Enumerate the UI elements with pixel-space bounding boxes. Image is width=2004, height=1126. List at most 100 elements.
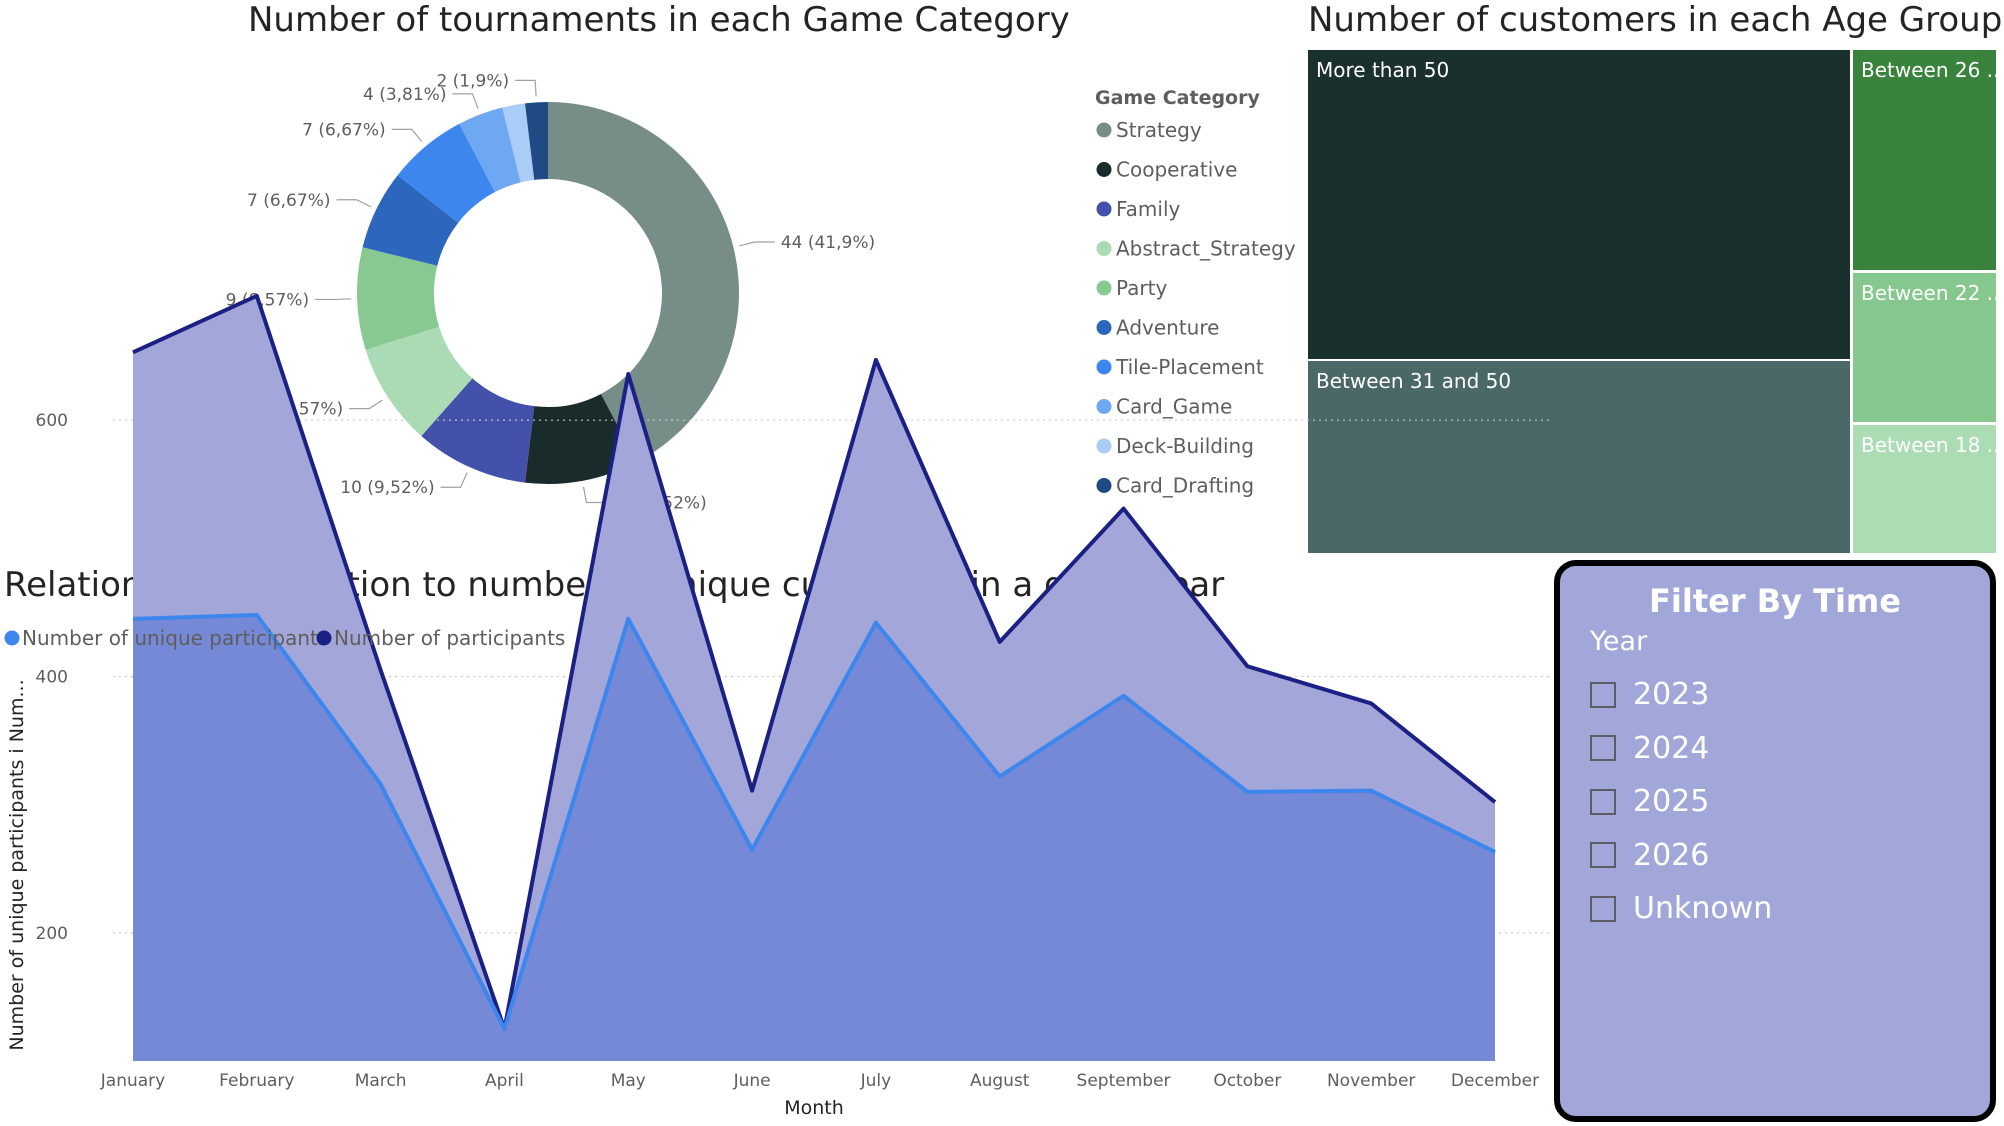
donut-data-label: 10 (9,52%) xyxy=(340,478,434,498)
x-tick-label: July xyxy=(860,1071,892,1091)
donut-slice-card_drafting[interactable] xyxy=(524,102,548,180)
slicer-item-2026[interactable]: 2026 xyxy=(1590,829,1772,883)
checkbox[interactable] xyxy=(1590,788,1616,815)
legend-item[interactable]: Number of unique participants xyxy=(22,626,328,650)
donut-slice-abstract_strategy[interactable] xyxy=(365,326,473,436)
donut-chart-title: Number of tournaments in each Game Categ… xyxy=(248,0,1070,40)
donut-slice-tile-placement[interactable] xyxy=(397,123,496,223)
x-tick-label: May xyxy=(611,1071,646,1091)
slicer-title: Filter By Time xyxy=(1649,582,1901,620)
treemap-tile-label: Between 22 ... xyxy=(1861,281,2004,305)
treemap-chart-title: Number of customers in each Age Group xyxy=(1308,0,2003,40)
x-axis-label: Month xyxy=(784,1097,844,1119)
legend-marker xyxy=(1096,438,1112,454)
donut-slice-adventure[interactable] xyxy=(362,175,459,266)
y-tick-label: 600 xyxy=(36,411,68,431)
slicer-item-label: 2025 xyxy=(1633,784,1710,820)
slicer-items: 2023 2024 2025 2026 Unknown xyxy=(1590,668,1772,936)
donut-slice-family[interactable] xyxy=(421,378,535,483)
donut-data-label: 4 (3,81%) xyxy=(363,85,447,105)
donut-slice-party[interactable] xyxy=(357,247,440,350)
legend-marker xyxy=(4,630,20,646)
checkbox[interactable] xyxy=(1590,735,1616,762)
donut-data-label: 7 (6,67%) xyxy=(247,191,331,211)
checkbox[interactable] xyxy=(1590,895,1616,922)
series-line-participants[interactable] xyxy=(132,293,1497,1031)
slicer-header: Year xyxy=(1590,626,1648,657)
legend-item-party[interactable]: Party xyxy=(1116,276,1167,300)
x-tick-label: September xyxy=(1077,1071,1171,1091)
legend-marker xyxy=(1096,280,1112,296)
legend-item-abstract_strategy[interactable]: Abstract_Strategy xyxy=(1116,237,1296,261)
slicer-item-label: 2024 xyxy=(1633,730,1710,766)
treemap-tile[interactable] xyxy=(1853,50,1996,270)
legend-title: Game Category xyxy=(1095,87,1260,109)
treemap-tile-label: More than 50 xyxy=(1316,58,1449,82)
treemap-tile[interactable] xyxy=(1308,361,1850,553)
treemap-tile-label: Between 26 ... xyxy=(1861,58,2004,82)
x-tick-label: November xyxy=(1327,1071,1415,1091)
donut-slice-strategy[interactable] xyxy=(548,102,739,463)
checkbox[interactable] xyxy=(1590,842,1616,869)
legend-marker xyxy=(1096,320,1112,335)
donut-slice-deck-building[interactable] xyxy=(502,103,535,183)
legend-marker xyxy=(1096,162,1112,177)
legend-marker xyxy=(1096,241,1112,256)
treemap-tile[interactable] xyxy=(1308,50,1850,359)
donut-chart[interactable]: 44 (41,9%)10 (9,52%)10 (9,52%)9 (8,57%)9… xyxy=(0,0,1300,560)
legend-item-tile-placement[interactable]: Tile-Placement xyxy=(1115,355,1264,379)
donut-leader-line xyxy=(582,486,607,504)
donut-data-label: 7 (6,67%) xyxy=(302,120,386,140)
x-tick-label: October xyxy=(1213,1071,1281,1091)
treemap-tile[interactable] xyxy=(1853,273,1996,422)
treemap-tile-label: Between 18 ... xyxy=(1861,433,2004,457)
legend-marker xyxy=(1096,122,1112,138)
slicer-item-2025[interactable]: 2025 xyxy=(1590,775,1772,829)
treemap-tile[interactable] xyxy=(1853,425,1996,553)
donut-leader-line xyxy=(452,93,479,110)
area-chart[interactable]: 200 400 600 January February March April May Jun… xyxy=(0,0,1560,1126)
slicer-item-label: Unknown xyxy=(1633,891,1773,927)
slicer-item-2023[interactable]: 2023 xyxy=(1590,668,1772,722)
x-tick-label: August xyxy=(970,1071,1030,1091)
slicer-item-2024[interactable]: 2024 xyxy=(1590,722,1772,776)
y-axis-label: Number of unique participants i Num... xyxy=(6,679,28,1050)
legend-item-adventure[interactable]: Adventure xyxy=(1116,316,1219,340)
legend-item-strategy[interactable]: Strategy xyxy=(1116,118,1202,142)
donut-leader-line xyxy=(349,399,383,410)
treemap-tile-label: Between 31 and 50 xyxy=(1316,369,1511,393)
x-tick-label: March xyxy=(355,1071,407,1091)
donut-leader-line xyxy=(515,79,537,97)
legend-item-card_drafting[interactable]: Card_Drafting xyxy=(1116,474,1254,498)
donut-slice-cooperative[interactable] xyxy=(524,393,637,484)
y-tick-label: 200 xyxy=(36,924,68,944)
legend-item-deck-building[interactable]: Deck-Building xyxy=(1116,434,1254,458)
legend-item-cooperative[interactable]: Cooperative xyxy=(1116,158,1237,182)
x-tick-label: January xyxy=(100,1071,165,1091)
area-fill-unique-participants xyxy=(133,615,1495,1061)
x-tick-label: February xyxy=(219,1071,294,1091)
checkbox[interactable] xyxy=(1590,681,1616,708)
treemap-chart[interactable]: More than 50 Between 31 and 50 Between 26 … xyxy=(0,0,2004,560)
legend-marker xyxy=(1096,478,1112,493)
donut-leader-line xyxy=(391,128,423,143)
legend-marker xyxy=(316,630,332,646)
series-line-unique-participants[interactable] xyxy=(132,613,1496,1031)
x-tick-label: April xyxy=(485,1071,524,1091)
slicer-item-unknown[interactable]: Unknown xyxy=(1590,882,1772,936)
x-tick-label: June xyxy=(733,1071,771,1091)
donut-leader-line xyxy=(440,472,468,488)
legend-marker xyxy=(1096,359,1112,375)
legend-marker xyxy=(1096,399,1112,414)
x-tick-label: December xyxy=(1451,1071,1539,1091)
donut-data-label: 2 (1,9%) xyxy=(436,71,509,91)
slicer-item-label: 2026 xyxy=(1633,837,1710,873)
donut-data-label: 44 (41,9%) xyxy=(781,233,875,253)
legend-item-card_game[interactable]: Card_Game xyxy=(1116,395,1232,419)
slicer-item-label: 2023 xyxy=(1633,677,1710,713)
legend-item-family[interactable]: Family xyxy=(1116,197,1181,221)
legend-item[interactable]: Number of participants xyxy=(334,626,565,650)
y-tick-label: 400 xyxy=(36,668,68,688)
year-filter-slicer: Filter By Time Year 2023 2024 2025 2026 … xyxy=(1554,560,1996,1122)
donut-slice-card_game[interactable] xyxy=(459,107,521,193)
